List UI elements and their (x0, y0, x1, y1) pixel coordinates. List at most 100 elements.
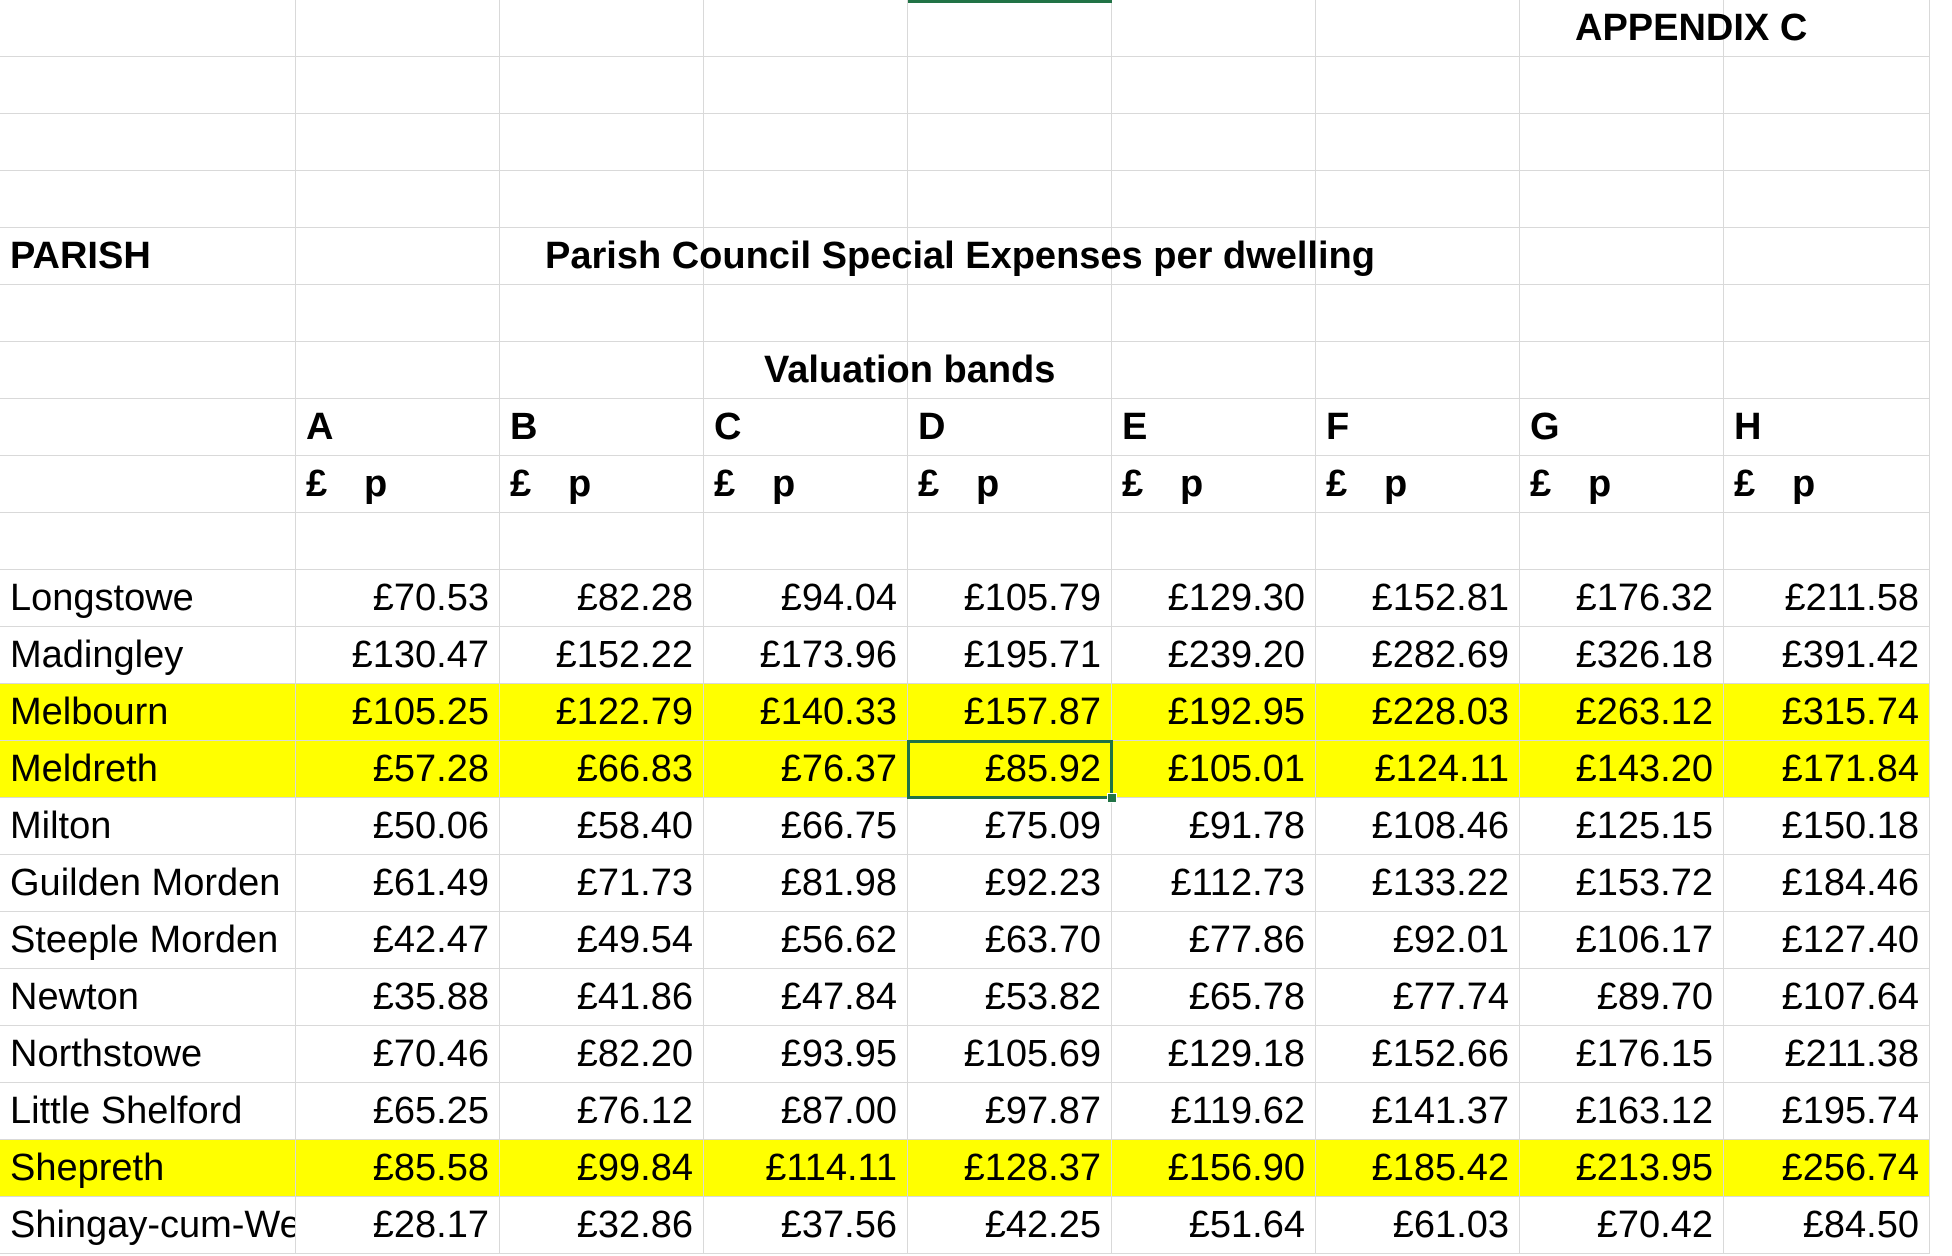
band-value-g[interactable]: £263.12 (1520, 684, 1724, 741)
band-value-b[interactable]: £152.22 (500, 627, 704, 684)
parish-name[interactable]: Steeple Morden (0, 912, 296, 969)
band-value-b[interactable]: £58.40 (500, 798, 704, 855)
band-value-e[interactable]: £119.62 (1112, 1083, 1316, 1140)
band-value-h[interactable]: £107.64 (1724, 969, 1930, 1026)
band-value-h[interactable]: £315.74 (1724, 684, 1930, 741)
band-value-c[interactable]: £56.62 (704, 912, 908, 969)
band-value-f[interactable]: £133.22 (1316, 855, 1520, 912)
empty-cell[interactable] (1724, 57, 1930, 114)
band-value-f[interactable]: £282.69 (1316, 627, 1520, 684)
band-value-b[interactable]: £41.86 (500, 969, 704, 1026)
empty-cell[interactable] (0, 513, 296, 570)
currency-header[interactable]: £ p (704, 456, 908, 513)
empty-cell[interactable] (296, 228, 500, 285)
empty-cell[interactable] (1724, 114, 1930, 171)
band-value-c[interactable]: £81.98 (704, 855, 908, 912)
band-value-d[interactable]: £105.69 (908, 1026, 1112, 1083)
appendix-label[interactable]: APPENDIX C (1520, 0, 1930, 57)
band-value-a[interactable]: £61.49 (296, 855, 500, 912)
currency-header[interactable]: £ p (1316, 456, 1520, 513)
band-header-e[interactable]: E (1112, 399, 1316, 456)
band-value-h[interactable]: £171.84 (1724, 741, 1930, 798)
empty-cell[interactable] (1520, 171, 1724, 228)
band-value-g[interactable]: £153.72 (1520, 855, 1724, 912)
band-value-f[interactable]: £228.03 (1316, 684, 1520, 741)
empty-cell[interactable] (1724, 513, 1930, 570)
band-value-g[interactable]: £176.15 (1520, 1026, 1724, 1083)
band-value-g[interactable]: £176.32 (1520, 570, 1724, 627)
parish-name[interactable]: Madingley (0, 627, 296, 684)
band-value-f[interactable]: £108.46 (1316, 798, 1520, 855)
band-value-c[interactable]: £66.75 (704, 798, 908, 855)
empty-cell[interactable] (0, 171, 296, 228)
empty-cell[interactable] (1520, 285, 1724, 342)
band-value-f[interactable]: £77.74 (1316, 969, 1520, 1026)
empty-cell[interactable] (500, 57, 704, 114)
empty-cell[interactable] (1520, 342, 1724, 399)
band-value-e[interactable]: £239.20 (1112, 627, 1316, 684)
parish-name[interactable]: Little Shelford (0, 1083, 296, 1140)
parish-name[interactable]: Melbourn (0, 684, 296, 741)
band-value-f[interactable]: £141.37 (1316, 1083, 1520, 1140)
empty-cell[interactable] (0, 285, 296, 342)
currency-header[interactable]: £ p (1112, 456, 1316, 513)
parish-name[interactable]: Shingay-cum-We (0, 1197, 296, 1254)
empty-cell[interactable] (296, 57, 500, 114)
empty-cell[interactable] (1112, 0, 1316, 57)
band-value-c[interactable]: £140.33 (704, 684, 908, 741)
band-header-c[interactable]: C (704, 399, 908, 456)
empty-cell[interactable] (704, 114, 908, 171)
empty-cell[interactable] (704, 171, 908, 228)
empty-cell[interactable] (0, 399, 296, 456)
empty-cell[interactable] (296, 513, 500, 570)
band-value-c[interactable]: £47.84 (704, 969, 908, 1026)
band-value-f[interactable]: £124.11 (1316, 741, 1520, 798)
band-value-f[interactable]: £92.01 (1316, 912, 1520, 969)
empty-cell[interactable] (296, 342, 500, 399)
empty-cell[interactable] (1520, 513, 1724, 570)
band-value-a[interactable]: £42.47 (296, 912, 500, 969)
empty-cell[interactable] (500, 513, 704, 570)
parish-header[interactable]: PARISH (0, 228, 296, 285)
band-value-a[interactable]: £28.17 (296, 1197, 500, 1254)
empty-cell[interactable] (296, 171, 500, 228)
empty-cell[interactable] (1520, 228, 1724, 285)
band-value-g[interactable]: £163.12 (1520, 1083, 1724, 1140)
empty-cell[interactable] (704, 57, 908, 114)
band-value-g[interactable]: £213.95 (1520, 1140, 1724, 1197)
band-value-g[interactable]: £125.15 (1520, 798, 1724, 855)
band-value-f[interactable]: £185.42 (1316, 1140, 1520, 1197)
parish-name[interactable]: Shepreth (0, 1140, 296, 1197)
band-value-e[interactable]: £105.01 (1112, 741, 1316, 798)
band-header-b[interactable]: B (500, 399, 704, 456)
band-value-e[interactable]: £112.73 (1112, 855, 1316, 912)
empty-cell[interactable] (0, 0, 296, 57)
empty-cell[interactable] (1316, 171, 1520, 228)
band-value-d[interactable]: £92.23 (908, 855, 1112, 912)
band-value-f[interactable]: £152.81 (1316, 570, 1520, 627)
band-value-b[interactable]: £82.20 (500, 1026, 704, 1083)
band-value-a[interactable]: £65.25 (296, 1083, 500, 1140)
band-value-d[interactable]: £97.87 (908, 1083, 1112, 1140)
empty-cell[interactable] (1316, 285, 1520, 342)
band-value-d[interactable]: £105.79 (908, 570, 1112, 627)
empty-cell[interactable] (1724, 171, 1930, 228)
empty-cell[interactable] (1520, 114, 1724, 171)
parish-name[interactable]: Milton (0, 798, 296, 855)
band-value-c[interactable]: £76.37 (704, 741, 908, 798)
band-value-f[interactable]: £61.03 (1316, 1197, 1520, 1254)
band-value-h[interactable]: £211.38 (1724, 1026, 1930, 1083)
empty-cell[interactable] (500, 342, 704, 399)
band-value-e[interactable]: £156.90 (1112, 1140, 1316, 1197)
empty-cell[interactable] (1520, 57, 1724, 114)
band-value-f[interactable]: £152.66 (1316, 1026, 1520, 1083)
band-header-h[interactable]: H (1724, 399, 1930, 456)
band-value-e[interactable]: £129.18 (1112, 1026, 1316, 1083)
empty-cell[interactable] (296, 0, 500, 57)
valuation-bands-label[interactable]: Valuation bands (704, 342, 1316, 399)
empty-cell[interactable] (1316, 513, 1520, 570)
band-value-g[interactable]: £89.70 (1520, 969, 1724, 1026)
empty-cell[interactable] (908, 114, 1112, 171)
band-value-a[interactable]: £105.25 (296, 684, 500, 741)
empty-cell[interactable] (500, 171, 704, 228)
